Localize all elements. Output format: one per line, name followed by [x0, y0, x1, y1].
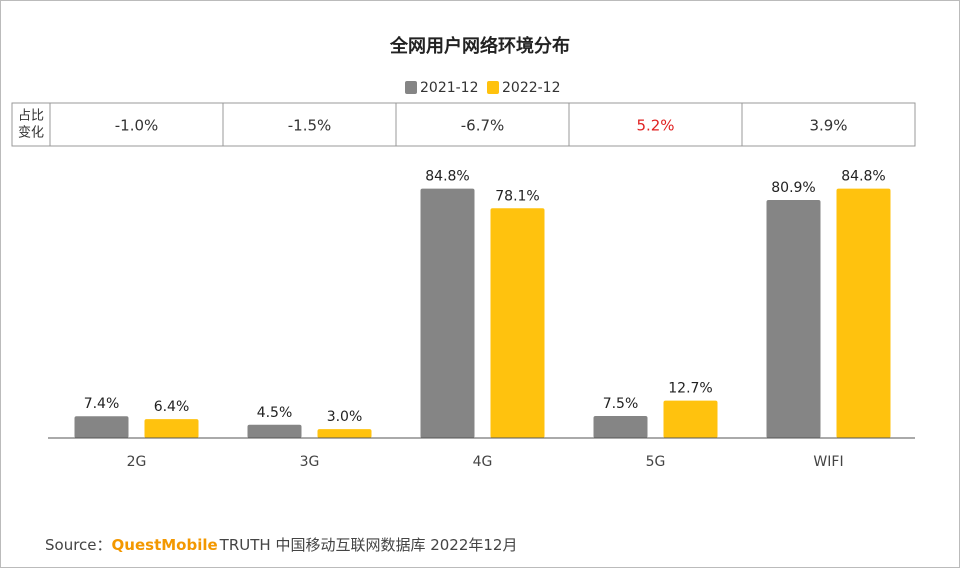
chart-title: 全网用户网络环境分布 — [389, 35, 570, 57]
value-label: 84.8% — [841, 169, 885, 185]
bar — [74, 416, 129, 438]
x-tick-label: 3G — [300, 454, 320, 470]
change-label: 3.9% — [809, 117, 847, 135]
source: Source：QuestMobile TRUTH 中国移动互联网数据库 2022年… — [45, 536, 517, 554]
bar — [663, 400, 718, 438]
x-tick-label: 2G — [127, 454, 147, 470]
change-label: -1.0% — [115, 117, 159, 135]
bar — [247, 424, 302, 438]
bar — [593, 415, 648, 438]
change-label: -6.7% — [461, 117, 505, 135]
table-header: 占比 — [18, 109, 44, 124]
bar — [144, 419, 199, 438]
source-brand: QuestMobile — [112, 536, 218, 554]
bar — [490, 208, 545, 438]
value-label: 12.7% — [668, 381, 712, 397]
value-label: 3.0% — [327, 409, 363, 425]
x-tick-label: 5G — [646, 454, 666, 470]
bar — [836, 188, 891, 438]
value-label: 7.5% — [603, 396, 639, 412]
value-label: 6.4% — [154, 399, 190, 415]
source-prefix: Source： — [45, 536, 112, 554]
bar — [420, 188, 475, 438]
change-label: -1.5% — [288, 117, 332, 135]
value-label: 78.1% — [495, 188, 539, 204]
legend-swatch — [405, 81, 417, 94]
value-label: 84.8% — [425, 169, 469, 185]
value-label: 80.9% — [771, 180, 815, 196]
source-text: TRUTH 中国移动互联网数据库 2022年12月 — [219, 536, 518, 554]
value-label: 4.5% — [257, 405, 293, 421]
table-border — [11, 102, 916, 147]
legend-swatch — [487, 81, 499, 94]
change-label: 5.2% — [636, 117, 674, 135]
bar — [317, 429, 372, 438]
x-tick-label: WIFI — [813, 454, 843, 470]
value-label: 7.4% — [84, 396, 120, 412]
bar — [766, 200, 821, 438]
x-tick-label: 4G — [473, 454, 493, 470]
legend-label: 2022-12 — [502, 80, 561, 96]
table-header: 变化 — [18, 125, 44, 141]
legend-label: 2021-12 — [420, 80, 479, 96]
